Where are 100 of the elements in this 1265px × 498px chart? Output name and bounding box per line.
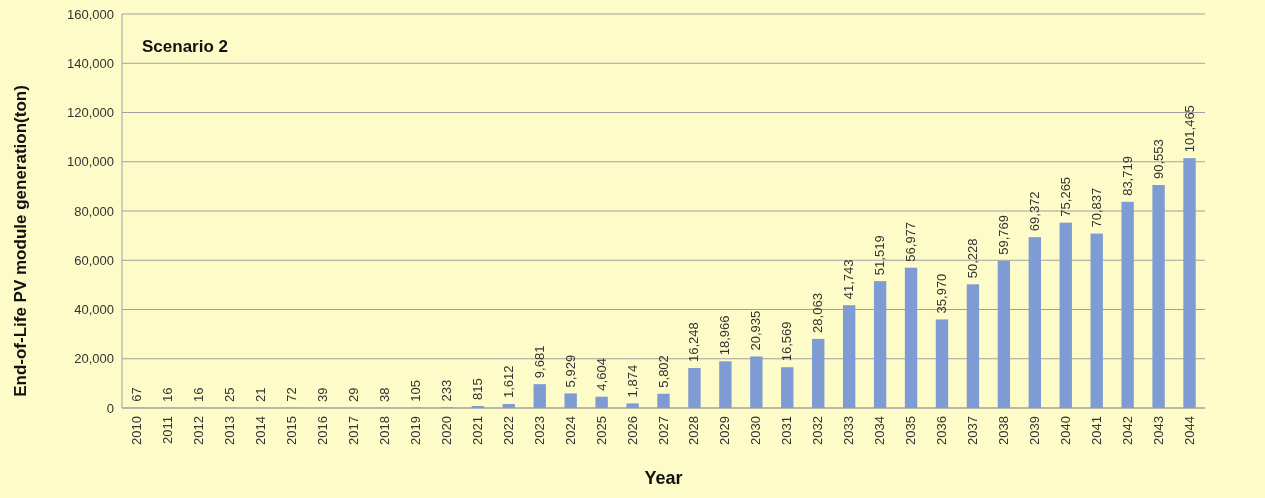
data-label: 16 [160, 387, 176, 402]
data-label: 39 [315, 387, 331, 402]
x-tick-label: 2020 [438, 416, 454, 445]
data-label: 16,569 [779, 321, 795, 362]
bar [966, 284, 980, 408]
x-tick-label: 2039 [1026, 416, 1042, 445]
bar [781, 367, 794, 408]
x-tick-label: 2025 [593, 416, 609, 445]
x-tick-label: 2021 [469, 416, 485, 445]
x-tick-label: 2015 [284, 416, 300, 445]
data-label: 50,228 [964, 238, 980, 279]
text: Scenario 2 [142, 37, 228, 56]
data-label: 21 [253, 387, 269, 402]
bar [719, 361, 732, 408]
bar [533, 384, 546, 408]
data-label: 101,465 [1181, 105, 1197, 153]
data-label: 5,929 [562, 354, 578, 388]
data-label: 5,802 [655, 355, 671, 388]
x-tick-label: 2027 [655, 416, 671, 445]
x-tick-label: 2038 [995, 416, 1011, 445]
x-tick-label: 2014 [253, 416, 269, 445]
data-label: 4,604 [593, 358, 609, 391]
data-label: 16 [191, 387, 207, 402]
x-tick-label: 2041 [1088, 416, 1104, 445]
data-label: 233 [438, 379, 454, 402]
x-tick-label: 2024 [562, 416, 578, 445]
bar [1090, 233, 1103, 408]
x-tick-label: 2023 [531, 416, 547, 445]
x-tick-label: 2017 [346, 416, 362, 445]
data-label: 29 [346, 387, 362, 402]
y-tick-label: 100,000 [67, 154, 114, 170]
bar [1028, 237, 1042, 408]
data-label: 56,977 [903, 221, 919, 262]
data-label: 105 [407, 380, 423, 402]
bar [471, 405, 485, 408]
data-label: 9,681 [531, 345, 547, 379]
data-label: 90,553 [1150, 139, 1166, 180]
bar [1152, 185, 1165, 408]
x-tick-label: 2028 [686, 416, 702, 445]
x-tick-label: 2012 [191, 416, 207, 445]
data-label: 25 [222, 387, 238, 402]
data-label: 38 [377, 387, 393, 402]
bar [873, 281, 887, 408]
x-tick-label: 2035 [903, 416, 919, 445]
data-label: 815 [469, 378, 485, 400]
y-tick-label: 60,000 [74, 252, 114, 268]
data-label: 59,769 [995, 215, 1011, 255]
data-label: 1,612 [500, 365, 516, 399]
bar [626, 403, 639, 408]
bar [657, 393, 670, 408]
bar [564, 393, 577, 408]
x-tick-label: 2044 [1181, 416, 1197, 445]
bar [812, 338, 825, 408]
bar [904, 267, 918, 408]
bar [688, 367, 701, 408]
bar [1121, 201, 1134, 408]
data-label: 67 [129, 387, 145, 402]
x-axis-title: Year [644, 468, 683, 488]
x-tick-label: 2010 [129, 416, 145, 445]
data-label: 72 [284, 387, 300, 402]
bar [595, 396, 608, 408]
x-tick-label: 2043 [1150, 416, 1166, 445]
bar [750, 356, 763, 408]
bar [842, 305, 856, 408]
x-tick-label: 2013 [222, 416, 238, 445]
x-tick-label: 2040 [1057, 416, 1073, 445]
x-tick-label: 2030 [748, 416, 764, 445]
x-tick-label: 2022 [500, 416, 516, 445]
x-tick-label: 2036 [933, 416, 949, 445]
x-tick-label: 2029 [717, 416, 733, 445]
data-label: 18,966 [717, 315, 733, 356]
data-label: 28,063 [810, 293, 826, 333]
y-tick-label: 40,000 [74, 302, 114, 318]
y-tick-label: 140,000 [67, 55, 114, 71]
data-label: 70,837 [1088, 187, 1104, 228]
x-tick-label: 2037 [964, 416, 980, 445]
bar [1183, 158, 1196, 408]
x-tick-label: 2016 [315, 416, 331, 445]
x-tick-label: 2032 [810, 416, 826, 445]
bar [1059, 222, 1072, 408]
x-tick-label: 2026 [624, 416, 640, 445]
x-tick-label: 2033 [841, 416, 857, 445]
data-label: 83,719 [1119, 156, 1135, 196]
y-tick-label: 0 [106, 400, 114, 416]
data-label: 1,874 [624, 364, 640, 398]
y-tick-label: 160,000 [67, 6, 114, 22]
data-label: 35,970 [933, 273, 949, 314]
data-label: 51,519 [872, 235, 888, 276]
y-tick-label: 120,000 [67, 105, 114, 121]
data-label: 16,248 [686, 322, 702, 362]
x-tick-label: 2018 [377, 416, 393, 445]
y-axis-title: End-of-Life PV module generation(ton) [11, 85, 30, 397]
y-tick-label: 80,000 [74, 203, 114, 219]
data-label: 75,265 [1057, 176, 1073, 217]
y-tick-label: 20,000 [74, 351, 114, 367]
data-label: 20,935 [748, 310, 764, 351]
bar [935, 319, 949, 408]
x-tick-label: 2019 [407, 416, 423, 445]
bar [502, 404, 515, 408]
x-tick-label: 2011 [160, 416, 176, 444]
